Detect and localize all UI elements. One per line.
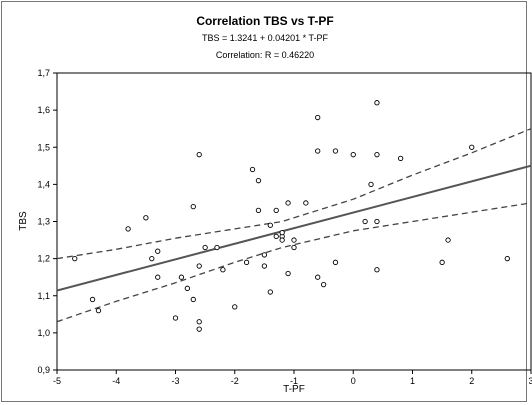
data-point [190, 296, 196, 303]
data-point [279, 229, 285, 236]
y-tick-label: 1,4 [37, 179, 50, 189]
data-points [72, 100, 510, 332]
data-point [368, 181, 374, 188]
data-point [303, 200, 309, 206]
y-tick-label: 1,0 [37, 328, 50, 338]
data-point [315, 114, 321, 121]
data-point [89, 296, 96, 303]
data-point [202, 244, 208, 251]
data-point [196, 326, 202, 332]
regression-line-group [57, 164, 531, 292]
data-point [196, 152, 202, 158]
data-point [261, 252, 268, 258]
data-point [320, 281, 327, 288]
data-point [255, 207, 262, 214]
data-point [374, 100, 380, 106]
x-tick-label: 3 [528, 376, 532, 386]
data-point [232, 304, 238, 310]
data-point [362, 218, 368, 225]
data-point [350, 152, 356, 158]
data-point [184, 285, 191, 291]
plot-area [56, 72, 532, 371]
data-point [255, 178, 262, 184]
y-tick-label: 1,5 [37, 142, 50, 152]
data-point [178, 274, 185, 280]
data-point [291, 237, 297, 243]
data-point [190, 203, 196, 210]
regression-line [57, 164, 531, 292]
confidence-upper-line [57, 128, 531, 260]
data-point [196, 319, 202, 325]
data-point [279, 237, 285, 243]
data-point [374, 152, 380, 158]
chart-equation: TBS = 1.3241 + 0.04201 * T-PF [202, 33, 328, 43]
data-point [315, 148, 321, 154]
data-point [243, 259, 250, 265]
data-point [125, 226, 131, 232]
x-tick-label: 1 [410, 376, 415, 386]
y-tick-label: 1,7 [37, 68, 50, 78]
data-point [155, 274, 161, 280]
data-point [374, 218, 380, 225]
chart-correlation: Correlation: R = 0.46220 [215, 50, 315, 60]
y-axis: 0,9 1,0 1,1 1,2 1,3 1,4 1,5 1,6 1,7 [37, 68, 57, 375]
data-point [155, 248, 161, 254]
x-axis-label: T-PF [283, 384, 305, 395]
data-point [267, 289, 273, 295]
data-point [267, 222, 273, 228]
data-point [374, 267, 380, 273]
data-point [445, 237, 451, 243]
x-tick-label: -5 [53, 376, 61, 386]
data-point [397, 155, 404, 162]
data-point [332, 259, 339, 265]
data-point [315, 274, 321, 280]
confidence-lower-line [57, 202, 531, 323]
x-tick-label: 0 [351, 376, 356, 386]
data-point [196, 263, 202, 269]
x-tick-label: -1 [290, 376, 298, 386]
x-tick-label: -2 [231, 376, 239, 386]
confidence-band [57, 128, 531, 323]
data-point [143, 215, 149, 221]
data-point [95, 307, 102, 314]
data-point [332, 148, 339, 154]
data-point [214, 244, 220, 251]
y-tick-label: 1,3 [37, 217, 50, 227]
x-tick-label: -4 [112, 376, 120, 386]
data-point [249, 166, 256, 173]
chart-frame [1, 1, 527, 402]
data-point [149, 255, 155, 262]
data-point [285, 200, 291, 206]
y-tick-label: 1,1 [37, 291, 50, 301]
data-point [285, 270, 291, 277]
chart-title: Correlation TBS vs T-PF [196, 14, 334, 28]
data-point [504, 255, 510, 262]
data-point [273, 207, 279, 214]
x-axis: -5 -4 -3 -2 -1 0 1 2 3 [53, 370, 532, 386]
x-tick-label: -3 [171, 376, 179, 386]
data-point [261, 263, 268, 269]
data-point [172, 315, 179, 321]
data-point [439, 259, 445, 265]
data-point [72, 255, 78, 262]
y-tick-label: 1,6 [37, 105, 50, 115]
y-tick-label: 0,9 [37, 365, 50, 375]
data-point [469, 144, 475, 150]
x-tick-label: 2 [469, 376, 474, 386]
data-point [273, 233, 279, 240]
data-point [291, 244, 297, 251]
y-tick-label: 1,2 [37, 254, 50, 264]
data-point [220, 267, 226, 273]
y-axis-label: TBS [18, 211, 29, 231]
